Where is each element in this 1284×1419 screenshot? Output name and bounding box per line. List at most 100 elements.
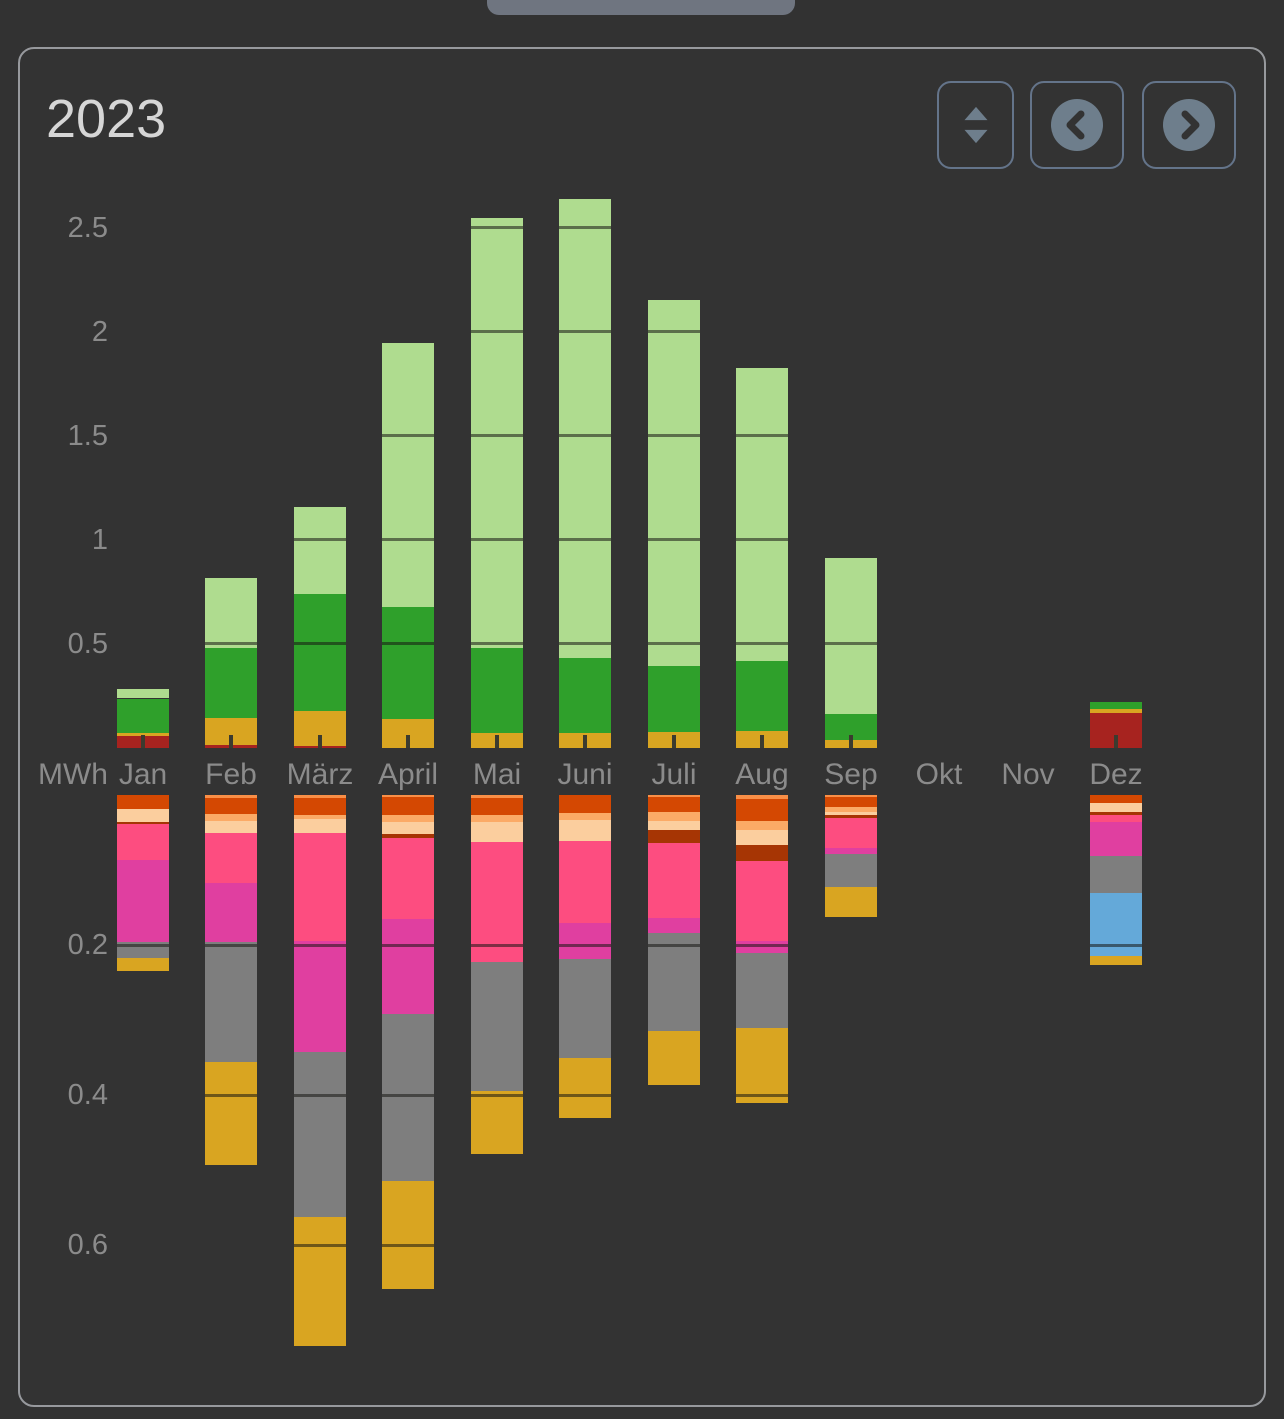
segment-darkorange — [205, 798, 257, 814]
segment-salmon — [294, 815, 346, 819]
bar-gridline — [471, 330, 523, 334]
month-label-Juli: Juli — [651, 758, 697, 791]
segment-lightgreen — [471, 218, 523, 648]
bar-gridline — [559, 538, 611, 542]
axis-tick-mark — [229, 734, 233, 748]
bar-gridline — [559, 434, 611, 438]
consumption-bar-Juni[interactable] — [559, 795, 611, 1118]
segment-green — [294, 594, 346, 712]
bar-gridline — [1090, 943, 1142, 947]
segment-gray — [294, 1052, 346, 1218]
bar-gridline — [382, 1243, 434, 1247]
axis-tick-mark — [1114, 734, 1118, 748]
production-bar-Juli[interactable] — [648, 299, 700, 748]
consumption-bar-Mai[interactable] — [471, 795, 523, 1154]
production-bar-Dez[interactable] — [1090, 702, 1142, 748]
next-button[interactable] — [1142, 81, 1236, 169]
bar-gridline — [382, 434, 434, 438]
production-bar-Jan[interactable] — [117, 689, 169, 748]
production-bar-Mai[interactable] — [471, 218, 523, 748]
segment-orange — [648, 795, 700, 798]
segment-hotpink — [648, 843, 700, 918]
prev-button[interactable] — [1030, 81, 1124, 169]
bar-gridline — [648, 330, 700, 334]
bar-gridline — [205, 943, 257, 947]
upper-axis-tick-label: 2 — [91, 316, 108, 348]
segment-hotpink — [382, 837, 434, 919]
bar-gridline — [294, 1093, 346, 1097]
production-bar-Juni[interactable] — [559, 198, 611, 748]
bar-gridline — [648, 538, 700, 542]
bar-gridline — [648, 434, 700, 438]
segment-gold — [117, 733, 169, 736]
segment-darkred2 — [1090, 811, 1142, 816]
bar-gridline — [559, 1093, 611, 1097]
bar-gridline — [471, 1093, 523, 1097]
segment-gold — [559, 1057, 611, 1118]
segment-magenta — [1090, 822, 1142, 856]
consumption-bar-Aug[interactable] — [736, 795, 788, 1103]
segment-blue — [1090, 892, 1142, 957]
segment-green — [736, 660, 788, 731]
segment-lightgreen — [825, 558, 877, 715]
bar-gridline — [471, 226, 523, 230]
production-bar-März[interactable] — [294, 507, 346, 748]
axis-tick-mark — [583, 734, 587, 748]
consumption-bar-Dez[interactable] — [1090, 795, 1142, 965]
segment-orange — [205, 795, 257, 798]
production-bar-Aug[interactable] — [736, 367, 788, 748]
segment-darkred2 — [117, 822, 169, 825]
production-bar-Sep[interactable] — [825, 558, 877, 748]
consumption-bar-Feb[interactable] — [205, 795, 257, 1165]
bar-gridline — [294, 943, 346, 947]
bar-gridline — [825, 642, 877, 646]
segment-peach — [1090, 803, 1142, 812]
consumption-bar-Juli[interactable] — [648, 795, 700, 1085]
bar-gridline — [471, 538, 523, 542]
lower-axis-tick-label: 0.4 — [67, 1079, 108, 1111]
segment-gold — [294, 1217, 346, 1346]
bar-gridline — [736, 434, 788, 438]
up-down-triangles-icon — [956, 102, 996, 148]
bar-gridline — [648, 943, 700, 947]
segment-darkred2 — [825, 815, 877, 818]
segment-green — [382, 607, 434, 720]
segment-gray — [471, 961, 523, 1092]
chevron-right-circle-icon — [1161, 97, 1217, 153]
partially-visible-top-button[interactable] — [487, 0, 795, 15]
segment-salmon — [471, 815, 523, 822]
segment-green — [1090, 702, 1142, 710]
sort-button[interactable] — [937, 81, 1014, 169]
segment-peach — [205, 820, 257, 833]
segment-darkorange — [736, 798, 788, 821]
segment-peach — [471, 822, 523, 843]
bar-gridline — [471, 943, 523, 947]
segment-salmon — [736, 820, 788, 831]
segment-green — [471, 647, 523, 734]
segment-gold — [471, 1091, 523, 1154]
consumption-bar-Sep[interactable] — [825, 795, 877, 917]
production-bar-Feb[interactable] — [205, 577, 257, 748]
segment-peach — [117, 809, 169, 822]
consumption-bar-März[interactable] — [294, 795, 346, 1346]
segment-salmon — [559, 813, 611, 820]
consumption-bar-April[interactable] — [382, 795, 434, 1290]
segment-lightgreen — [648, 299, 700, 667]
segment-hotpink — [117, 824, 169, 861]
segment-lightgreen — [294, 507, 346, 595]
bar-gridline — [736, 1093, 788, 1097]
production-bar-April[interactable] — [382, 343, 434, 748]
segment-lightgreen — [382, 343, 434, 608]
month-label-Sep: Sep — [824, 758, 878, 791]
segment-gold — [382, 1181, 434, 1290]
segment-darkred2 — [736, 845, 788, 861]
segment-gold — [205, 1062, 257, 1165]
segment-darkred2 — [382, 834, 434, 838]
segment-peach — [294, 819, 346, 834]
axis-tick-mark — [141, 734, 145, 748]
consumption-bar-Jan[interactable] — [117, 795, 169, 972]
axis-tick-mark — [849, 734, 853, 748]
segment-hotpink — [294, 833, 346, 941]
segment-magenta — [559, 922, 611, 960]
